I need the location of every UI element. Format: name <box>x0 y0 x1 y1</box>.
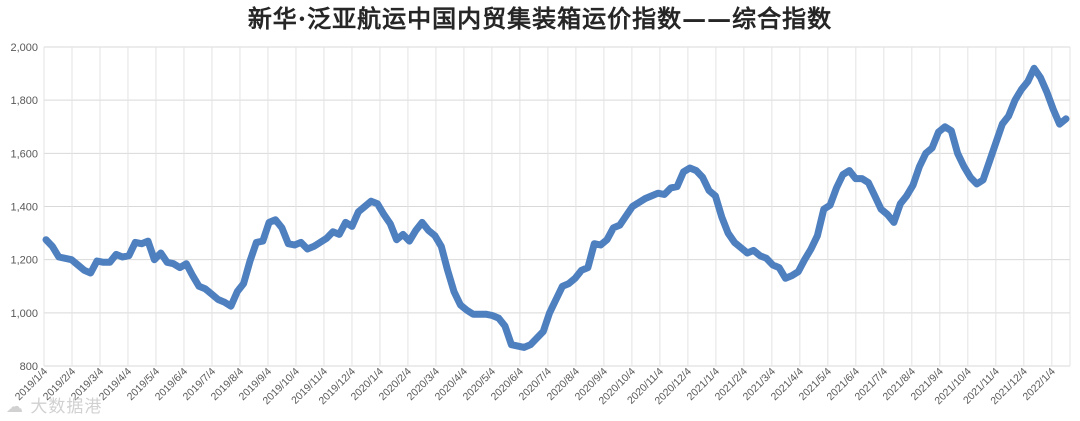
y-tick-label: 1,200 <box>10 255 38 267</box>
y-tick-label: 1,600 <box>10 148 38 160</box>
y-tick-label: 1,400 <box>10 202 38 214</box>
y-tick-label: 1,800 <box>10 95 38 107</box>
series-line <box>42 64 1070 351</box>
gridlines <box>43 46 1071 367</box>
y-axis-tick-labels: 800 1,000 1,200 1,400 1,600 1,800 2,000 <box>10 42 38 373</box>
chart-title: 新华·泛亚航运中国内贸集装箱运价指数——综合指数 <box>247 4 833 33</box>
y-tick-label: 2,000 <box>10 42 38 54</box>
series-layer <box>42 64 1070 351</box>
watermark-logo: ☁ 大数据港 <box>6 397 103 417</box>
y-tick-label: 800 <box>20 361 38 373</box>
y-tick-label: 1,000 <box>10 308 38 320</box>
x-axis-tick-labels: 2019/1/42019/2/42019/3/42019/4/42019/5/4… <box>13 366 1058 408</box>
